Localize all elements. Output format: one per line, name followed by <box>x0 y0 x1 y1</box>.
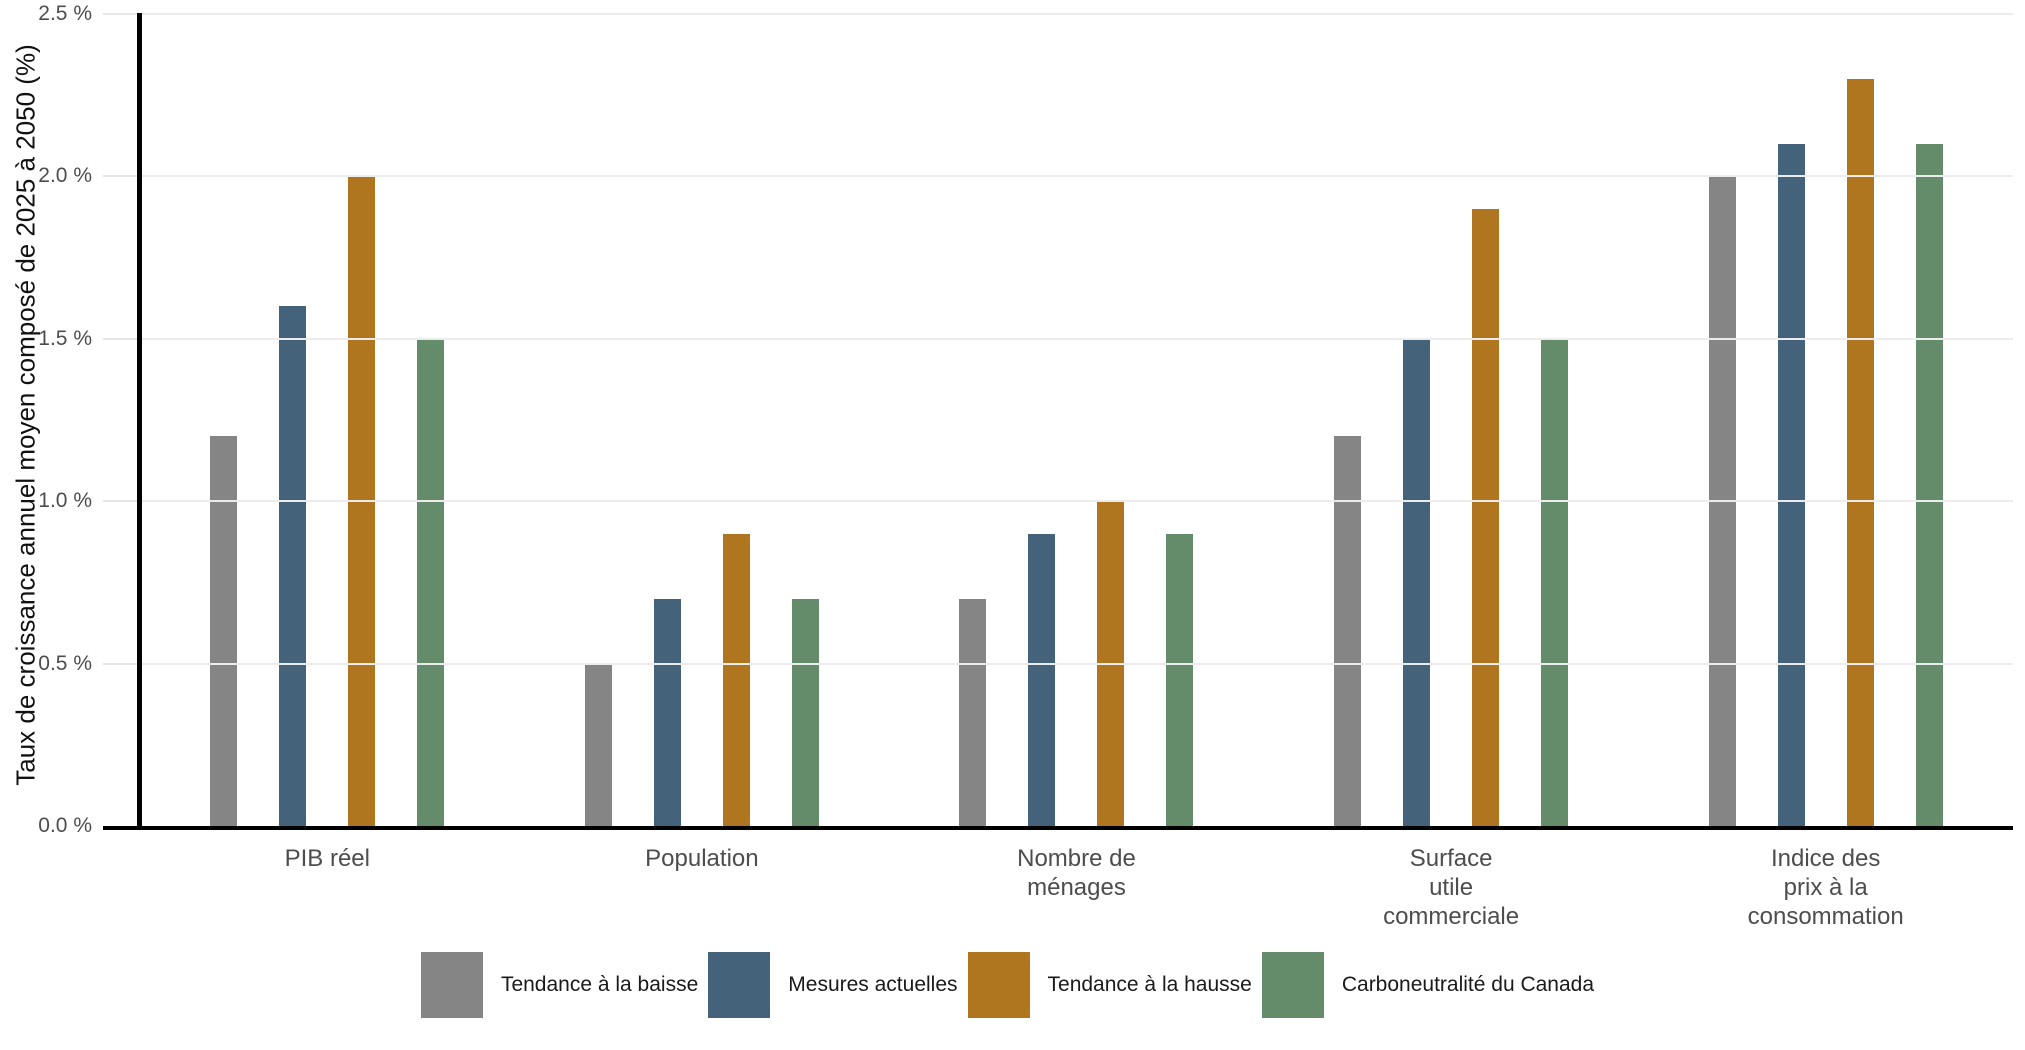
bar <box>1915 143 1943 826</box>
y-tick-label: 2.5 % <box>38 2 92 25</box>
bar <box>1846 78 1874 826</box>
bar-group <box>889 14 1264 826</box>
y-tick-label: 0.0 % <box>38 814 92 837</box>
y-tick-label: 0.5 % <box>38 651 92 675</box>
plot-panel <box>140 13 2013 826</box>
x-category-label: Nombre de ménages <box>1017 845 1136 901</box>
y-axis-tick-labels: 0.0 % 0.5 % 1.0 % 1.5 % 2.0 % 2.5 % <box>0 2 92 837</box>
legend-color-swatch <box>967 952 1030 1018</box>
bar-group <box>1638 14 2013 826</box>
gridline <box>140 13 2013 15</box>
y-tick-mark <box>103 662 140 665</box>
legend-label: Mesures actuelles <box>788 973 958 996</box>
bar <box>1028 533 1056 826</box>
bar <box>1166 533 1194 826</box>
x-category-label: Surface utile commerciale <box>1383 845 1520 930</box>
bar <box>653 598 681 826</box>
bar <box>210 436 238 826</box>
bar <box>279 306 307 826</box>
legend-item: Tendance à la hausse <box>967 952 1252 1018</box>
legend-item: Mesures actuelles <box>708 952 958 1018</box>
bar <box>1403 338 1431 826</box>
y-tick-mark <box>103 337 140 340</box>
legend-label: Tendance à la hausse <box>1047 973 1252 996</box>
bar <box>1334 436 1362 826</box>
y-axis-tick-marks <box>103 13 140 826</box>
legend-label: Carboneutralité du Canada <box>1341 973 1595 996</box>
bar <box>1541 338 1569 826</box>
x-axis-line <box>103 826 2013 830</box>
legend-label: Tendance à la baisse <box>500 973 699 996</box>
gridline <box>140 337 2013 340</box>
bar-group <box>515 14 890 826</box>
x-category-label: PIB réel <box>284 845 370 872</box>
legend-color-swatch <box>1261 952 1324 1018</box>
y-tick-mark <box>103 13 140 15</box>
y-axis-line <box>137 13 142 830</box>
gridline <box>140 500 2013 503</box>
bar <box>791 598 819 826</box>
bar-group <box>1264 14 1639 826</box>
legend-color-swatch <box>420 952 483 1018</box>
gridline <box>140 662 2013 665</box>
bar <box>1472 208 1500 826</box>
bar <box>1777 143 1805 826</box>
y-tick-mark <box>103 175 140 178</box>
x-category-label: Indice des prix à la consommation <box>1747 845 1904 930</box>
x-axis-category-labels: PIB réel Population Nombre de ménages Surfa… <box>140 844 2013 931</box>
legend-item: Carboneutralité du Canada <box>1261 952 1595 1018</box>
y-tick-label: 2.0 % <box>38 164 92 188</box>
y-tick-label: 1.0 % <box>38 489 92 513</box>
y-tick-mark <box>103 500 140 503</box>
y-tick-label: 1.5 % <box>38 326 92 350</box>
x-category-label: Population <box>645 845 759 872</box>
bar <box>722 533 750 826</box>
bar-groups <box>140 14 2013 826</box>
bar <box>959 598 987 826</box>
bar-group <box>140 14 515 826</box>
bar <box>417 338 445 826</box>
legend-color-swatch <box>708 952 771 1018</box>
legend-item: Tendance à la baisse <box>420 952 699 1018</box>
gridline <box>140 175 2013 178</box>
bar <box>584 663 612 826</box>
chart-legend: Tendance à la baisse Mesures actuelles Ten… <box>0 952 2025 1018</box>
